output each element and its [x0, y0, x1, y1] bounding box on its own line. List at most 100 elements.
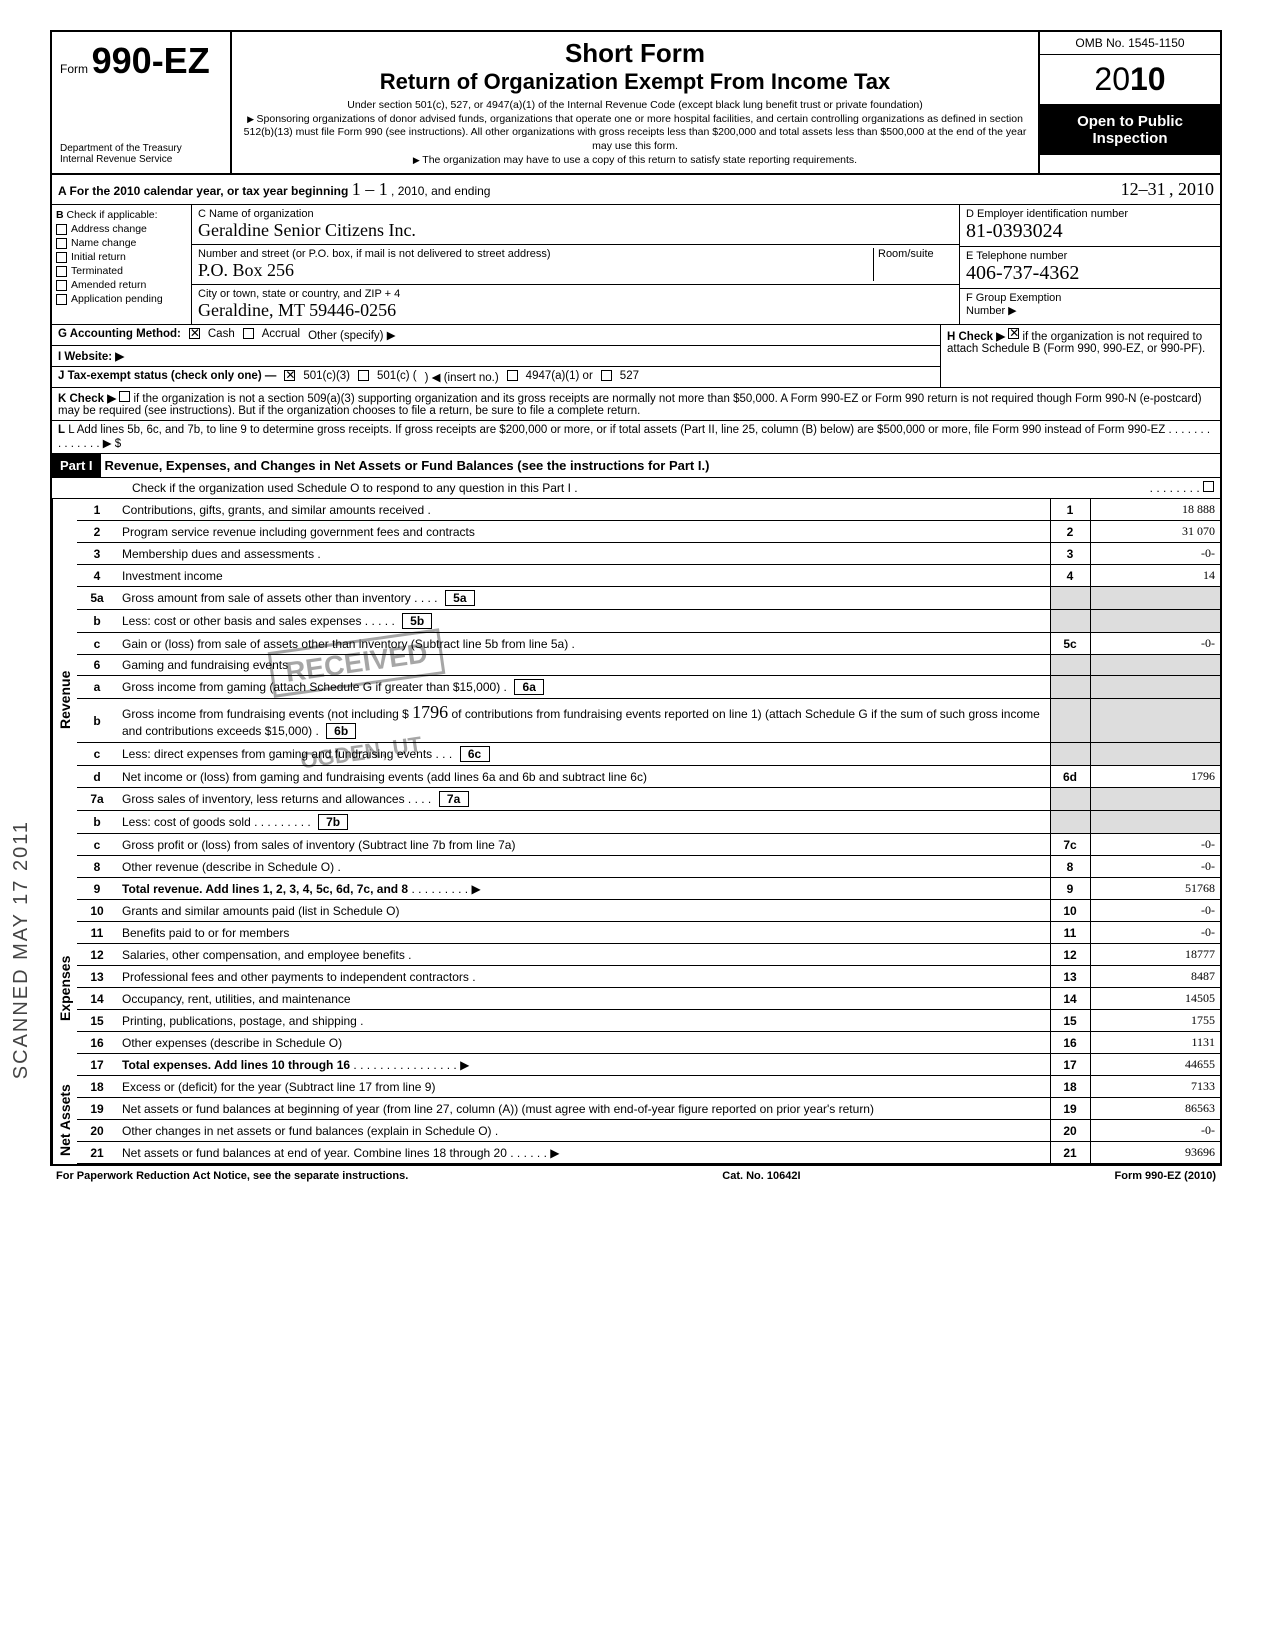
chk-terminated[interactable] [56, 266, 67, 277]
phone: 406-737-4362 [966, 262, 1214, 285]
ld7a: Gross sales of inventory, less returns a… [122, 792, 405, 806]
chk-cash[interactable] [189, 328, 200, 339]
ld9: Total revenue. Add lines 1, 2, 3, 4, 5c,… [122, 882, 408, 896]
ld6a: Gross income from gaming (attach Schedul… [122, 680, 507, 694]
ln16: 16 [77, 1032, 117, 1054]
lb7a [1050, 788, 1090, 811]
lb5b [1050, 610, 1090, 633]
f-label2: Number ▶ [966, 304, 1214, 317]
k-text: if the organization is not a section 509… [58, 393, 1202, 417]
expenses-side-label: Expenses [52, 900, 77, 1076]
lb5c: 5c [1050, 633, 1090, 655]
ib7a: 7a [439, 791, 469, 807]
ln5b: b [77, 610, 117, 633]
year-prefix: 20 [1094, 61, 1130, 97]
ld20: Other changes in net assets or fund bala… [117, 1120, 1050, 1142]
lb18: 18 [1050, 1076, 1090, 1098]
ln6a: a [77, 676, 117, 699]
part1-check: Check if the organization used Schedule … [132, 481, 578, 495]
other-label: Other (specify) ▶ [308, 328, 395, 342]
lb2: 2 [1050, 521, 1090, 543]
header: Form 990-EZ Department of the Treasury I… [52, 32, 1220, 175]
ld7c: Gross profit or (loss) from sales of inv… [117, 834, 1050, 856]
chk-527[interactable] [601, 370, 612, 381]
lb16: 16 [1050, 1032, 1090, 1054]
lv9: 51768 [1090, 878, 1220, 900]
lv7c: -0- [1090, 834, 1220, 856]
ln5c: c [77, 633, 117, 655]
chk-initial-return[interactable] [56, 252, 67, 263]
chk-501c[interactable] [358, 370, 369, 381]
expenses-section: Expenses 10Grants and similar amounts pa… [52, 900, 1220, 1076]
g-label: G Accounting Method: [58, 328, 181, 342]
ld3: Membership dues and assessments . [117, 543, 1050, 565]
netassets-side-label: Net Assets [52, 1076, 77, 1164]
ld14: Occupancy, rent, utilities, and maintena… [117, 988, 1050, 1010]
addr-label: Number and street (or P.O. box, if mail … [198, 248, 873, 260]
lv21: 93696 [1090, 1142, 1220, 1164]
row-a-label: A For the 2010 calendar year, or tax yea… [58, 184, 348, 198]
under-section: Under section 501(c), 527, or 4947(a)(1)… [242, 99, 1028, 113]
public-line2: Inspection [1044, 130, 1216, 147]
lv5a [1090, 587, 1220, 610]
lb1: 1 [1050, 499, 1090, 521]
lb15: 15 [1050, 1010, 1090, 1032]
tax-year: 2010 [1040, 55, 1220, 105]
ln20: 20 [77, 1120, 117, 1142]
accrual-label: Accrual [262, 328, 300, 342]
501c3: 501(c)(3) [303, 370, 350, 384]
lv6b [1090, 699, 1220, 743]
chk-amended[interactable] [56, 280, 67, 291]
ld7b: Less: cost of goods sold [122, 815, 251, 829]
c-label: C Name of organization [198, 208, 953, 220]
ln15: 15 [77, 1010, 117, 1032]
lb19: 19 [1050, 1098, 1090, 1120]
i-label: I Website: ▶ [58, 349, 124, 363]
revenue-side-label: Revenue [52, 499, 77, 900]
chk-k[interactable] [119, 391, 130, 402]
ln1: 1 [77, 499, 117, 521]
ib6a: 6a [514, 679, 544, 695]
chk-4947[interactable] [507, 370, 518, 381]
ld17: Total expenses. Add lines 10 through 16 [122, 1058, 350, 1072]
org-city: Geraldine, MT 59446-0256 [198, 300, 953, 321]
opt-amended: Amended return [71, 279, 146, 291]
lv6c [1090, 743, 1220, 766]
chk-schedule-b[interactable] [1008, 328, 1019, 339]
title-return: Return of Organization Exempt From Incom… [242, 69, 1028, 95]
cash-label: Cash [208, 328, 235, 342]
ld21: Net assets or fund balances at end of ye… [122, 1146, 507, 1160]
ln7b: b [77, 811, 117, 834]
ln18: 18 [77, 1076, 117, 1098]
ln9: 9 [77, 878, 117, 900]
city-label: City or town, state or country, and ZIP … [198, 288, 953, 300]
chk-application-pending[interactable] [56, 294, 67, 305]
ln7a: 7a [77, 788, 117, 811]
lv20: -0- [1090, 1120, 1220, 1142]
d-label: D Employer identification number [966, 208, 1214, 220]
lb21: 21 [1050, 1142, 1090, 1164]
ln7c: c [77, 834, 117, 856]
footer-mid: Cat. No. 10642I [722, 1170, 800, 1182]
501c: 501(c) ( [377, 370, 417, 384]
year-begin: 1 – 1 [352, 179, 388, 199]
form-990ez: Form 990-EZ Department of the Treasury I… [50, 30, 1222, 1166]
room-label: Room/suite [873, 248, 953, 281]
chk-accrual[interactable] [243, 328, 254, 339]
footer: For Paperwork Reduction Act Notice, see … [50, 1166, 1222, 1186]
year-end-suffix: , 2010 [1169, 179, 1214, 199]
chk-501c3[interactable] [284, 370, 295, 381]
ln2: 2 [77, 521, 117, 543]
ln11: 11 [77, 922, 117, 944]
opt-pending: Application pending [71, 293, 163, 305]
chk-name-change[interactable] [56, 238, 67, 249]
lv8: -0- [1090, 856, 1220, 878]
ib6c: 6c [460, 746, 490, 762]
chk-schedule-o[interactable] [1203, 481, 1214, 492]
ld6c: Less: direct expenses from gaming and fu… [122, 747, 432, 761]
lv3: -0- [1090, 543, 1220, 565]
e-label: E Telephone number [966, 250, 1214, 262]
lb7c: 7c [1050, 834, 1090, 856]
j-label: J Tax-exempt status (check only one) — [58, 370, 276, 384]
chk-address-change[interactable] [56, 224, 67, 235]
